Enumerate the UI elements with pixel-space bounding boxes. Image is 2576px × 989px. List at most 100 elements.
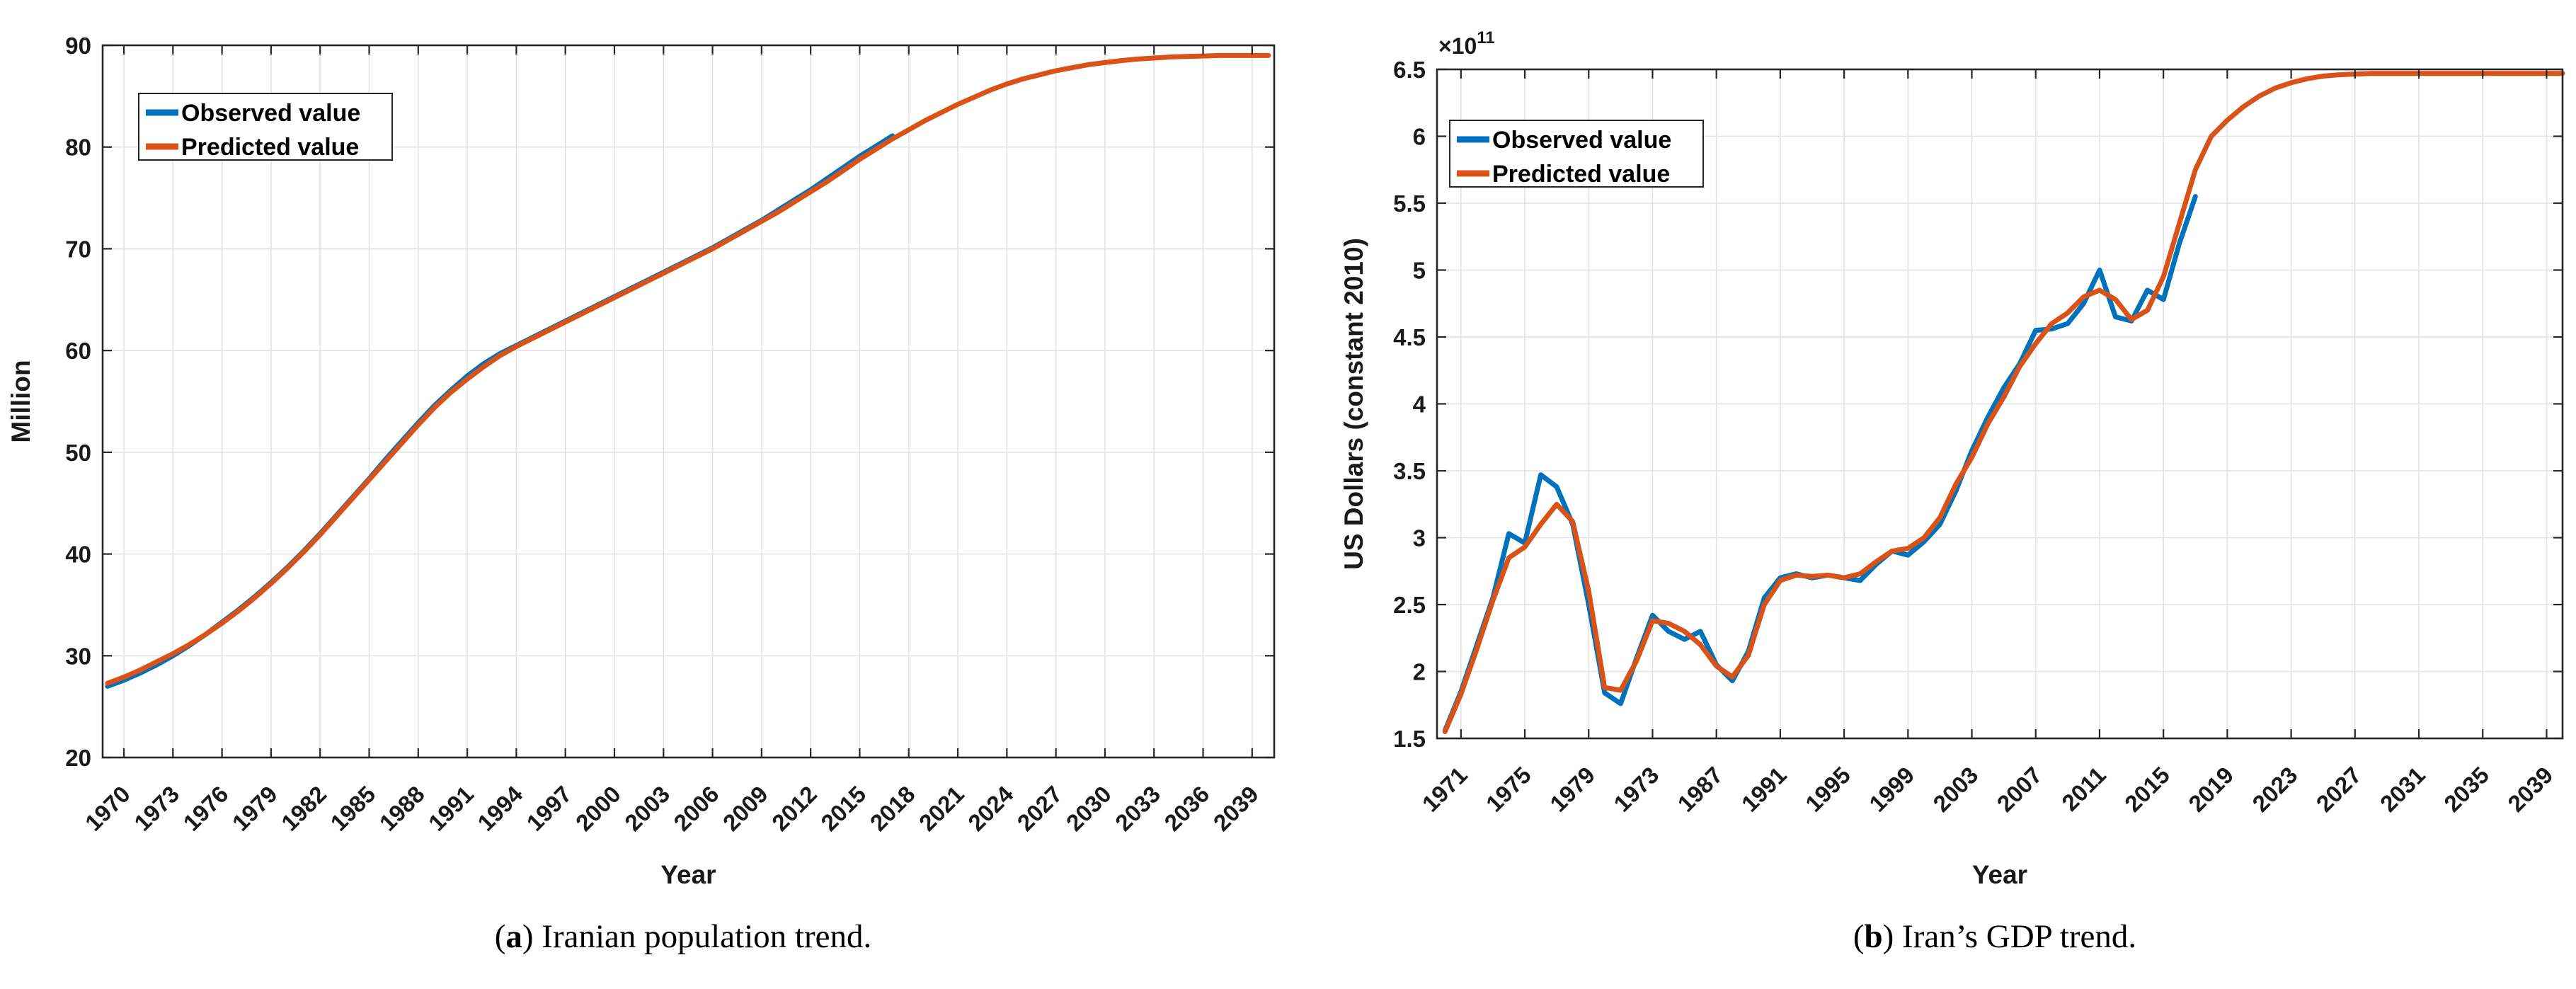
x-tick-label-group: 2015	[815, 781, 871, 836]
x-tick-label-group: 2030	[1061, 781, 1116, 836]
axis-ticks	[103, 44, 1274, 759]
caption-a-text: Iranian population trend.	[542, 918, 872, 955]
x-tick-label-group: 2031	[2375, 762, 2430, 817]
y-tick-label: 50	[65, 440, 91, 466]
y-tick-label: 4.5	[1393, 324, 1426, 350]
x-tick-label-group: 2027	[1012, 781, 1067, 836]
x-tick-label-group: 2023	[2247, 762, 2302, 817]
x-tick-label: 1979	[1545, 762, 1600, 817]
caption-b-text: Iran’s GDP trend.	[1902, 918, 2137, 955]
x-tick-label: 2024	[963, 780, 1019, 836]
y-axis-label: US Dollars (constant 2010)	[1339, 238, 1368, 570]
caption-a-paren-close: )	[522, 918, 542, 955]
x-tick-label: 2011	[2056, 762, 2111, 816]
x-tick-label-group: 2027	[2311, 762, 2366, 817]
caption-b-tag: b	[1864, 918, 1883, 955]
x-tick-label: 1988	[374, 781, 430, 836]
y-tick-label: 70	[65, 236, 91, 262]
x-tick-label-group: 2007	[1992, 762, 2047, 817]
y-tick-label: 20	[65, 745, 91, 771]
x-tick-label-group: 2000	[571, 781, 626, 836]
x-tick-label-group: 2019	[2183, 762, 2238, 817]
population-chart: 1970197319761979198219851988199119941997…	[6, 33, 1276, 889]
x-tick-label: 2039	[2502, 762, 2558, 817]
x-tick-label: 2031	[2375, 762, 2430, 817]
caption-a-paren-open: (	[494, 918, 506, 955]
x-tick-label: 1976	[178, 781, 233, 836]
x-tick-label: 2015	[815, 781, 871, 836]
x-tick-label: 1975	[1481, 762, 1536, 817]
y-tick-label: 60	[65, 338, 91, 364]
axis-ticks	[1437, 68, 2563, 740]
x-tick-label-group: 1979	[1545, 762, 1600, 817]
x-tick-label: 1982	[276, 781, 331, 836]
x-tick-label: 1970	[80, 781, 135, 836]
y-tick-label: 4	[1413, 391, 1426, 418]
x-tick-label-group: 1995	[1800, 762, 1855, 817]
y-tick-label: 3.5	[1393, 458, 1426, 484]
y-axis-exponent-label: ×1011	[1438, 28, 1495, 59]
caption-a-tag: a	[505, 918, 522, 955]
x-tick-label: 1973	[129, 781, 184, 836]
x-axis-label: Year	[1972, 860, 2027, 889]
y-tick-label: 5.5	[1393, 190, 1426, 217]
x-tick-label-group: 1994	[472, 780, 528, 836]
x-tick-label-group: 1973	[1608, 762, 1664, 817]
observed-line	[1442, 194, 2198, 733]
x-tick-label: 2003	[619, 781, 675, 836]
x-tick-label-group: 1988	[374, 781, 430, 836]
x-tick-label-group: 2012	[767, 781, 822, 836]
x-tick-label: 1995	[1800, 762, 1855, 817]
x-tick-label: 1987	[1673, 762, 1728, 817]
x-tick-label: 1997	[522, 781, 577, 836]
legend-box	[138, 93, 393, 161]
x-tick-label: 1999	[1864, 762, 1919, 817]
x-axis-label: Year	[660, 860, 716, 889]
grid-lines	[1437, 69, 2563, 738]
caption-b-paren-close: )	[1882, 918, 1903, 955]
x-tick-label: 1979	[227, 781, 282, 836]
observed-line	[105, 133, 895, 689]
x-tick-label: 1971	[1417, 762, 1472, 817]
x-tick-label-group: 1999	[1864, 762, 1919, 817]
x-tick-label: 1994	[472, 780, 528, 836]
x-tick-label: 2035	[2439, 762, 2494, 817]
y-tick-label: 1.5	[1393, 726, 1426, 752]
x-tick-label: 2000	[571, 781, 626, 836]
x-tick-label: 2006	[668, 781, 723, 836]
legend-box	[1449, 120, 1704, 188]
x-tick-label: 1991	[423, 781, 479, 836]
y-tick-label: 2	[1413, 659, 1426, 685]
y-tick-label: 30	[65, 643, 91, 669]
legend-label: Observed value	[181, 100, 360, 127]
x-tick-label-group: 1979	[227, 781, 282, 836]
x-tick-label-group: 2021	[914, 781, 969, 836]
x-tick-label-group: 2003	[619, 781, 675, 836]
predicted-line	[1442, 71, 2565, 734]
y-tick-label: 6.5	[1393, 57, 1426, 83]
x-tick-label: 1973	[1608, 762, 1664, 817]
legend-label: Predicted value	[1492, 161, 1670, 188]
x-tick-label: 1985	[325, 781, 380, 836]
caption-a: (a) Iranian population trend.	[495, 917, 872, 956]
x-tick-label-group: 2035	[2439, 762, 2494, 817]
x-tick-label-group: 2015	[2119, 762, 2175, 817]
x-tick-label-group: 1991	[423, 781, 479, 836]
y-tick-label: 80	[65, 135, 91, 161]
y-tick-label: 5	[1413, 258, 1426, 284]
x-tick-label-group: 1971	[1417, 762, 1472, 817]
x-tick-label-group: 1985	[325, 781, 380, 836]
axis-box	[101, 44, 1276, 759]
caption-b-paren-open: (	[1853, 918, 1865, 955]
y-tick-label: 3	[1413, 525, 1426, 551]
x-tick-label: 2007	[1992, 762, 2047, 817]
y-tick-label: 6	[1413, 124, 1426, 150]
x-tick-label-group: 2018	[865, 781, 920, 836]
x-tick-label-group: 2036	[1159, 781, 1214, 836]
legend-label: Observed value	[1492, 127, 1671, 154]
x-tick-label: 2012	[767, 781, 822, 836]
x-tick-label: 2015	[2119, 762, 2175, 817]
x-tick-label-group: 1991	[1736, 762, 1792, 817]
x-tick-label-group: 2006	[668, 781, 723, 836]
